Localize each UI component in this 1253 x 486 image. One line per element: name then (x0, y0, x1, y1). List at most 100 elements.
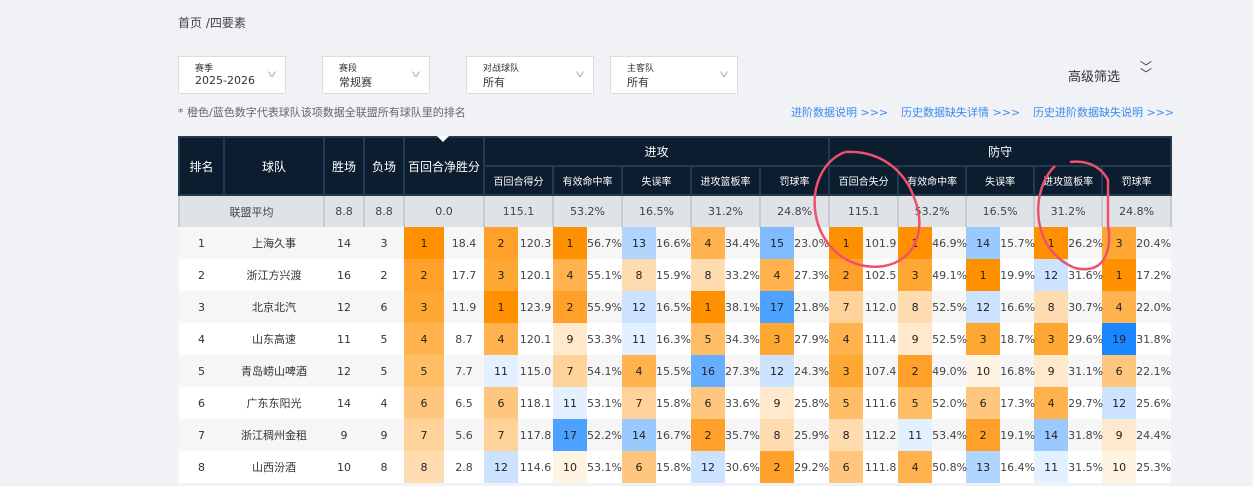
header-rank[interactable]: 排名 (178, 136, 225, 196)
stat-value: 16.3% (656, 323, 692, 355)
table-row[interactable]: 2 浙江方兴渡 16 2 2 17.7 3 120.1 4 55.1% 8 15.9% 8 33.2% 4 2… (179, 259, 1172, 291)
losses-cell: 9 (364, 419, 404, 451)
wins-cell: 14 (324, 227, 364, 259)
rank-badge: 3 (829, 355, 864, 387)
header-defense-col[interactable]: 进攻篮板率 (1033, 165, 1104, 196)
losses-cell: 6 (364, 291, 404, 323)
average-defense-value: 24.8% (1101, 195, 1173, 227)
advanced-data-link[interactable]: 进阶数据说明 >>> (791, 106, 889, 119)
stat-value: 115.0 (518, 355, 554, 387)
stat-value: 52.5% (932, 291, 967, 323)
stat-value: 16.6% (656, 227, 692, 259)
breadcrumb: 首页 /四要素 (178, 16, 246, 30)
rank-badge: 7 (484, 419, 519, 451)
rank-badge: 3 (898, 259, 933, 291)
rank-badge: 6 (1102, 355, 1137, 387)
stat-value: 25.9% (794, 419, 830, 451)
filter-value: 2025-2026 (195, 74, 255, 87)
header-defense: 防守 (828, 136, 1173, 167)
rank-badge: 4 (622, 355, 657, 387)
header-net-rating[interactable]: 百回合净胜分 (402, 136, 486, 196)
rank-badge: 16 (691, 355, 726, 387)
double-chevron-down-icon[interactable]: ﹀ ﹀ (1140, 60, 1153, 81)
stat-value: 31.8% (1136, 323, 1172, 355)
losses-cell: 3 (364, 227, 404, 259)
rank-badge: 2 (484, 227, 519, 259)
rank-badge: 4 (1034, 387, 1069, 419)
missing-data-details-link[interactable]: 历史数据缺失详情 >>> (901, 106, 1021, 119)
stat-value: 24.3% (794, 355, 830, 387)
header-losses[interactable]: 负场 (363, 136, 405, 196)
rank-badge: 2 (691, 419, 726, 451)
table-row[interactable]: 3 北京北汽 12 6 3 11.9 1 123.9 2 55.9% 12 16.5% 1 38.1% 17… (179, 291, 1172, 323)
stat-value: 11.9 (444, 291, 485, 323)
header-offense-col[interactable]: 有效命中率 (552, 165, 624, 196)
rank-badge: 5 (898, 387, 933, 419)
stat-value: 34.3% (725, 323, 761, 355)
opponent-select[interactable]: 对战球队 所有 v (466, 56, 594, 94)
home-away-select[interactable]: 主客队 所有 v (610, 56, 738, 94)
stat-value: 52.5% (932, 323, 967, 355)
rank-badge: 3 (760, 323, 795, 355)
header-offense-col[interactable]: 百回合得分 (483, 165, 555, 196)
filter-label: 赛段 (339, 64, 358, 74)
rank-badge: 14 (966, 227, 1001, 259)
table-row[interactable]: 4 山东高速 11 5 4 8.7 4 120.1 9 53.3% 11 16.3% 5 34.3% 3 27… (179, 323, 1172, 355)
header-defense-col[interactable]: 失误率 (965, 165, 1036, 196)
missing-advanced-data-link[interactable]: 历史进阶数据缺失说明 >>> (1033, 106, 1175, 119)
rank-badge: 14 (622, 419, 657, 451)
rank-badge: 4 (898, 451, 933, 483)
rank-badge: 10 (1102, 451, 1137, 483)
stat-value: 111.4 (863, 323, 899, 355)
team-name: 浙江稠州金租 (224, 419, 324, 451)
stat-value: 112.2 (863, 419, 899, 451)
rank-badge: 19 (1102, 323, 1137, 355)
advanced-filter-button[interactable]: 高级筛选 (1068, 70, 1121, 85)
header-offense-col[interactable]: 罚球率 (759, 165, 831, 196)
stat-value: 18.7% (1000, 323, 1035, 355)
stat-value: 30.7% (1068, 291, 1103, 323)
stat-value: 53.1% (587, 451, 623, 483)
rank-badge: 2 (829, 259, 864, 291)
stage-select[interactable]: 赛段 常规赛 v (322, 56, 430, 94)
rank-badge: 6 (966, 387, 1001, 419)
stat-value: 33.6% (725, 387, 761, 419)
header-defense-col[interactable]: 有效命中率 (897, 165, 968, 196)
header-defense-col[interactable]: 罚球率 (1101, 165, 1173, 196)
stat-value: 17.3% (1000, 387, 1035, 419)
stat-value: 25.6% (1136, 387, 1172, 419)
rank-badge: 9 (1102, 419, 1137, 451)
stat-value: 123.9 (518, 291, 554, 323)
table-row[interactable]: 1 上海久事 14 3 1 18.4 2 120.3 1 56.7% 13 16.6% 4 34.4% 15… (179, 227, 1172, 259)
stat-value: 19.9% (1000, 259, 1035, 291)
wins-cell: 12 (324, 355, 364, 387)
team-name: 广东东阳光 (224, 387, 324, 419)
rank-badge: 17 (553, 419, 588, 451)
header-wins[interactable]: 胜场 (323, 136, 365, 196)
rank-badge: 8 (760, 419, 795, 451)
stat-value: 15.9% (656, 259, 692, 291)
stat-value: 46.9% (932, 227, 967, 259)
rank-badge: 2 (760, 451, 795, 483)
average-offense-value: 53.2% (552, 195, 624, 227)
header-offense-col[interactable]: 失误率 (621, 165, 693, 196)
stat-value: 22.0% (1136, 291, 1172, 323)
table-row[interactable]: 7 浙江稠州金租 9 9 7 5.6 7 117.8 17 52.2% 14 16.7% 2 35.7% 8… (179, 419, 1172, 451)
losses-cell: 2 (364, 259, 404, 291)
stat-value: 50.8% (932, 451, 967, 483)
team-name: 浙江方兴渡 (224, 259, 324, 291)
average-defense-value: 16.5% (965, 195, 1036, 227)
table-row[interactable]: 8 山西汾酒 10 8 8 2.8 12 114.6 10 53.1% 6 15.8% 12 30.6% 2… (179, 451, 1172, 483)
header-defense-col[interactable]: 百回合失分 (828, 165, 900, 196)
stat-value: 120.1 (518, 259, 554, 291)
rank-badge: 9 (760, 387, 795, 419)
rank-badge: 2 (966, 419, 1001, 451)
rank-badge: 2 (553, 291, 588, 323)
table-row[interactable]: 6 广东东阳光 14 4 6 6.5 6 118.1 11 53.1% 7 15.8% 6 33.6% 9 2… (179, 387, 1172, 419)
table-row[interactable]: 5 青岛崂山啤酒 12 5 5 7.7 11 115.0 7 54.1% 4 15.5% 16 27.3%… (179, 355, 1172, 387)
average-offense-value: 115.1 (483, 195, 555, 227)
rank-badge: 3 (484, 259, 519, 291)
rank-badge: 2 (898, 355, 933, 387)
season-select[interactable]: 赛季 2025-2026 v (178, 56, 286, 94)
header-offense-col[interactable]: 进攻篮板率 (690, 165, 762, 196)
